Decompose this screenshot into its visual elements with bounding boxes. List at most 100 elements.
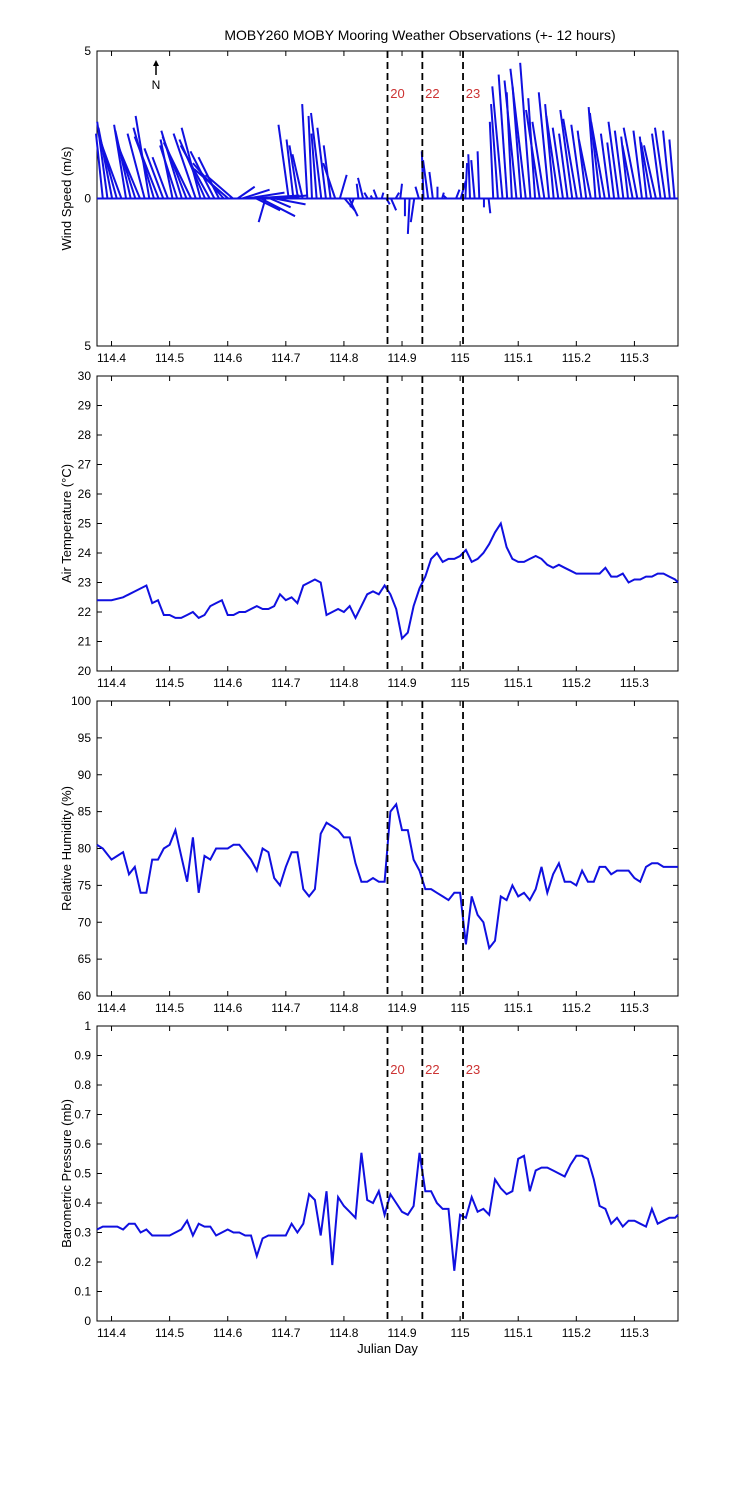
y-tick-label: 75 <box>78 878 92 892</box>
wind-vector <box>545 115 560 199</box>
wind-vector <box>126 133 146 199</box>
wind-vector <box>390 198 398 211</box>
wind-vector <box>562 118 578 199</box>
wind-vector <box>642 145 657 199</box>
y-tick-label: 29 <box>78 399 92 413</box>
wind-vector <box>613 130 625 199</box>
humidity-series-line <box>96 802 678 951</box>
y-tick-label: 100 <box>71 694 91 708</box>
wind-vector <box>133 136 160 199</box>
wind-vector <box>193 168 229 200</box>
wind-vector <box>255 197 281 212</box>
y-tick-label: 95 <box>78 731 92 745</box>
chart-panels: 114.4 114.5 114.6 114.7 114.8 114.9 115 115.1 11… <box>59 44 679 1356</box>
y-tick-label: 0.4 <box>74 1196 91 1210</box>
x-tick-label: 115 <box>451 676 470 690</box>
x-tick-label: 114.7 <box>271 1001 300 1015</box>
wind-vector <box>464 163 469 199</box>
wind-vector <box>621 145 634 199</box>
y-tick-label: 0.5 <box>74 1167 91 1181</box>
y-tick-label: 5 <box>84 44 91 58</box>
wind-vector <box>455 189 461 199</box>
y-tick-label: 5 <box>84 339 91 353</box>
x-tick-label: 115.2 <box>562 1326 591 1340</box>
wind-vector <box>363 192 369 200</box>
y-tick-label: 28 <box>78 428 92 442</box>
x-tick-label: 114.8 <box>329 1001 358 1015</box>
x-tick-label: 114.4 <box>97 351 126 365</box>
wind-vector <box>668 139 676 199</box>
wind-vector <box>288 145 300 199</box>
wind-vector <box>607 121 620 199</box>
wind-vector <box>414 186 420 199</box>
pressure-series-line <box>96 1152 679 1271</box>
wind-vector <box>622 127 639 199</box>
marker-label: 22 <box>425 1062 439 1077</box>
y-tick-label: 70 <box>78 915 92 929</box>
marker-label: 23 <box>466 1062 480 1077</box>
y-tick-label: 0.2 <box>74 1255 91 1269</box>
wind-vector <box>640 142 653 199</box>
wind-vector <box>277 124 290 199</box>
humidity-panel: 114.4 114.5 114.6 114.7 114.8 114.9 115 115.1 11… <box>59 694 679 1015</box>
wind-vector <box>491 86 504 199</box>
wind-vector <box>307 115 313 199</box>
y-tick-label: 23 <box>78 576 92 590</box>
x-tick-label: 114.6 <box>213 351 242 365</box>
y-tick-label: 22 <box>78 605 92 619</box>
y-tick-label: 85 <box>78 805 92 819</box>
wind-vector <box>497 74 509 199</box>
wind-vector <box>338 174 348 199</box>
wind-vector <box>399 183 403 199</box>
x-tick-label: 114.9 <box>387 1001 416 1015</box>
wind-vector <box>269 197 292 209</box>
x-tick-label: 115.2 <box>562 676 591 690</box>
marker-label: 20 <box>390 86 404 101</box>
wind-vector <box>162 142 193 199</box>
x-tick-label: 114.6 <box>213 676 242 690</box>
wind-vector <box>428 171 434 199</box>
x-tick-label: 114.8 <box>329 676 358 690</box>
x-tick-label: 114.4 <box>97 1326 126 1340</box>
y-tick-label: 0 <box>84 192 91 206</box>
air_temp-series-line <box>97 521 679 641</box>
wind-vector <box>599 133 611 199</box>
north-label: N <box>152 78 161 92</box>
wind-vector <box>577 139 592 199</box>
x-tick-label: 114.8 <box>329 351 358 365</box>
wind-vector <box>257 198 267 223</box>
wind-vector <box>537 92 551 199</box>
wind-vector <box>357 177 365 199</box>
wind-vector <box>476 151 481 199</box>
wind-vector <box>441 192 445 199</box>
wind-vector <box>490 104 499 199</box>
wind-vector <box>237 185 256 200</box>
x-tick-label: 114.9 <box>387 351 416 365</box>
wind-vector <box>310 112 323 199</box>
x-tick-label: 115 <box>451 1326 470 1340</box>
y-tick-label: 21 <box>78 635 92 649</box>
pressure-y-axis-label: Barometric Pressure (mb) <box>59 1099 74 1248</box>
wind-vector <box>159 145 179 199</box>
marker-label: 23 <box>466 86 480 101</box>
wind-vector <box>116 145 141 199</box>
wind-vector <box>301 104 309 199</box>
wind-vector <box>558 133 569 199</box>
y-tick-label: 80 <box>78 842 92 856</box>
x-tick-label: 114.8 <box>329 1326 358 1340</box>
wind-vector <box>509 68 527 199</box>
wind-vector <box>409 198 416 223</box>
wind-vector <box>274 197 306 206</box>
x-tick-label: 114.4 <box>97 1001 126 1015</box>
x-tick-label: 114.6 <box>213 1326 242 1340</box>
x-tick-label: 115.1 <box>504 351 533 365</box>
y-tick-label: 90 <box>78 768 92 782</box>
wind-vector <box>316 127 327 199</box>
x-tick-label: 115.1 <box>504 1326 533 1340</box>
y-tick-label: 0.8 <box>74 1078 91 1092</box>
x-tick-label: 114.4 <box>97 676 126 690</box>
wind-vector <box>369 195 374 200</box>
x-tick-label: 115.3 <box>620 351 649 365</box>
wind-vector <box>251 194 300 200</box>
wind-vector <box>587 106 597 199</box>
